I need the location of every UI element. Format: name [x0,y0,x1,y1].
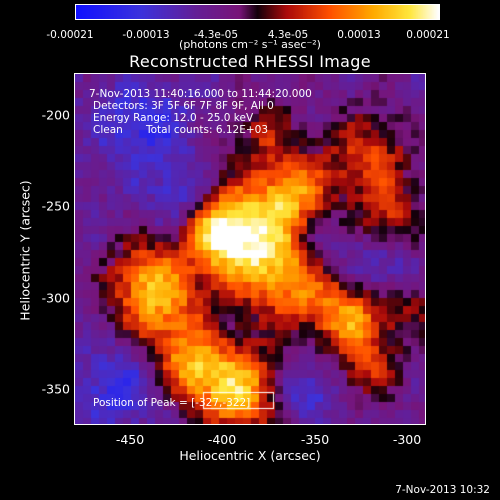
info-energy-range: Energy Range: 12.0 - 25.0 keV [93,112,254,124]
x-axis-label: Heliocentric X (arcsec) [179,448,321,463]
x-tick-label: -350 [300,432,330,447]
y-axis-label: Heliocentric Y (arcsec) [17,180,33,321]
info-clean: Clean [93,124,123,136]
info-total-counts: Total counts: 6.12E+03 [146,124,269,136]
x-tick-label: -300 [392,432,422,447]
colorbar-tick-label: 0.00021 [406,29,450,41]
info-detectors: Detectors: 3F 5F 6F 7F 8F 9F, All 0 [93,100,274,112]
info-peak-position: Position of Peak = [-327,-322] [93,397,251,409]
x-tick-label: -450 [115,432,145,447]
image-title: Reconstructed RHESSI Image [129,52,371,71]
colorbar [75,4,440,20]
y-tick-label: -250 [41,198,70,214]
x-tick-label: -400 [207,432,237,447]
colorbar-tick-label: -0.00021 [46,29,94,41]
colorbar-tick-label: -4.3e-05 [193,29,239,41]
colorbar-tick-label: 4.3e-05 [267,29,309,41]
colorbar-tick-label: -0.00013 [122,29,170,41]
y-tick-label: -300 [41,290,70,306]
timestamp: 7-Nov-2013 10:32 [395,484,490,496]
y-tick-label: -200 [41,107,70,123]
y-tick-label: -350 [41,381,70,397]
plot-area[interactable]: 7-Nov-2013 11:40:16.000 to 11:44:20.000 … [74,73,426,425]
colorbar-units: (photons cm⁻² s⁻¹ asec⁻²) [179,38,321,51]
info-time-range: 7-Nov-2013 11:40:16.000 to 11:44:20.000 [89,88,312,100]
rhessi-image-map[interactable] [75,74,425,424]
colorbar-tick-label: 0.00013 [337,29,381,41]
